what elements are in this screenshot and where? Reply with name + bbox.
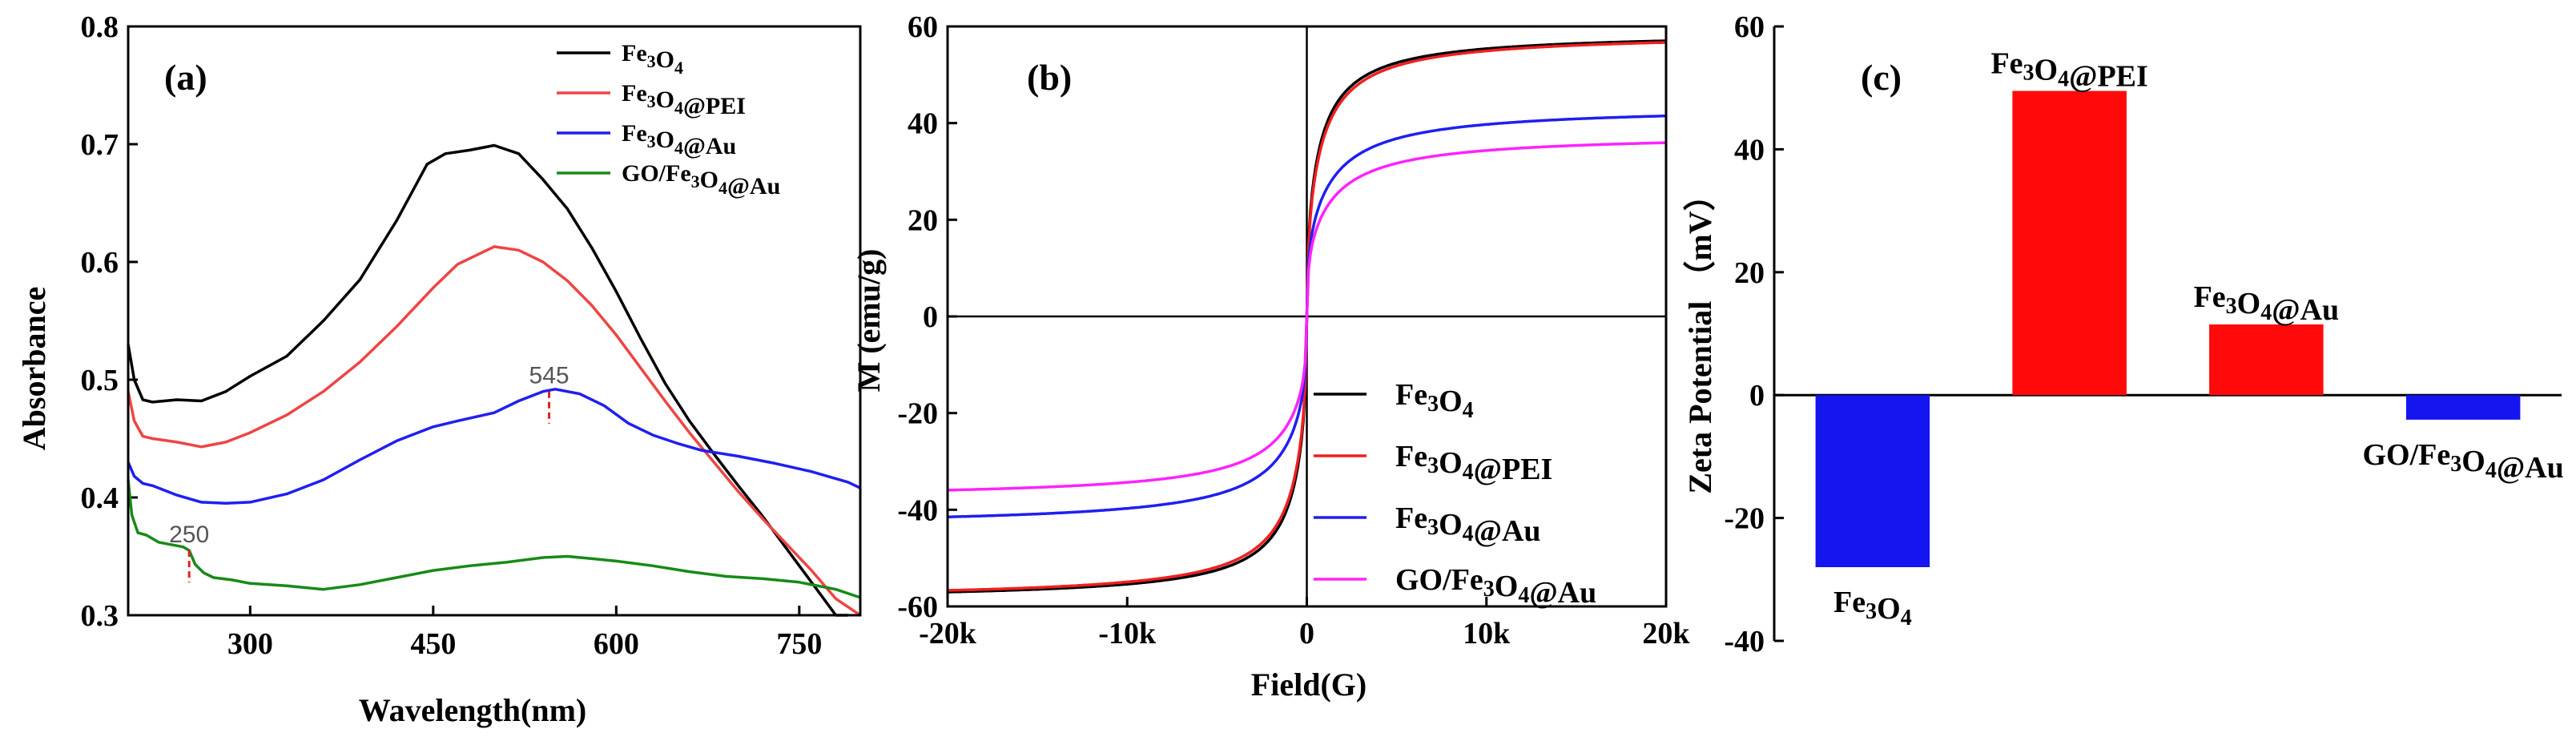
panel-c-bar-3 bbox=[2405, 395, 2521, 420]
panel-b-ytick-label: -20 bbox=[897, 397, 938, 431]
panel-a-xtick-label: 450 bbox=[410, 627, 456, 661]
panel-c-ytick-label: -40 bbox=[1724, 625, 1765, 658]
panel-c-ylabel: Zeta Potential （mV） bbox=[1682, 179, 1718, 493]
panel-b-legend-label: Fe3O4@Au bbox=[1395, 501, 1541, 548]
panel-a-series-line-3 bbox=[127, 479, 861, 599]
panel-a: (a) Absorbance Wavelength(nm) 300 450 600 7… bbox=[16, 10, 862, 728]
panel-c-ytick-label: 20 bbox=[1734, 256, 1765, 290]
panel-a-series-line-2 bbox=[127, 388, 861, 505]
panel-b-xtick-label: 0 bbox=[1299, 617, 1314, 650]
panel-b-xtick-label: 10k bbox=[1463, 617, 1511, 650]
panel-c-ytick-label: 40 bbox=[1734, 133, 1765, 167]
panel-b-ytick-label: -40 bbox=[897, 493, 938, 527]
panel-b-xtick-label: -20k bbox=[919, 617, 977, 650]
panel-a-legend-label: Fe3O4 bbox=[622, 40, 683, 78]
panel-a-series-line-0 bbox=[127, 143, 848, 617]
panel-b-ytick-label: -60 bbox=[897, 590, 938, 624]
panel-b-legend-label: Fe3O4@PEI bbox=[1395, 440, 1552, 486]
panel-c-bar-2 bbox=[2209, 324, 2324, 396]
panel-a-legend-label: Fe3O4@Au bbox=[622, 120, 736, 159]
panel-b-label: (b) bbox=[1027, 57, 1072, 98]
panel-a-annotation-label: 250 bbox=[169, 522, 209, 548]
panel-b-frame bbox=[946, 25, 1668, 608]
panel-a-legend-label: Fe3O4@PEI bbox=[622, 80, 746, 119]
panel-a-ytick-label: 0.7 bbox=[81, 128, 119, 162]
panel-b-ylabel: M (emu/g) bbox=[851, 249, 887, 393]
panel-a-xtick-label: 300 bbox=[227, 627, 273, 661]
panel-b-xtick-label: -10k bbox=[1098, 617, 1157, 650]
panel-c-bar-label: Fe3O4@Au bbox=[2194, 280, 2340, 327]
panel-c: (c) Zeta Potential （mV） -40 -20 0 20 40 60 Fe… bbox=[1682, 10, 2564, 658]
panel-b-xlabel: Field(G) bbox=[1251, 666, 1366, 703]
panel-a-annotation-label: 545 bbox=[529, 363, 570, 389]
panel-b-xtick-label: 20k bbox=[1642, 617, 1690, 650]
panel-c-bar-label: Fe3O4 bbox=[1833, 586, 1912, 630]
panel-a-series-line-1 bbox=[127, 245, 861, 617]
panel-c-bar-1 bbox=[2012, 91, 2127, 396]
panel-a-ytick-label: 0.3 bbox=[81, 599, 119, 633]
panel-c-bar-label: GO/Fe3O4@Au bbox=[2362, 438, 2563, 485]
panel-b-legend-label: GO/Fe3O4@Au bbox=[1395, 563, 1596, 610]
panel-c-ytick-label: -20 bbox=[1724, 502, 1765, 536]
panel-b-ytick-label: 40 bbox=[908, 107, 938, 141]
panel-a-ytick-label: 0.5 bbox=[81, 364, 119, 397]
panel-c-bar-0 bbox=[1815, 395, 1930, 567]
panel-c-ytick-label: 60 bbox=[1734, 10, 1765, 44]
panel-a-ytick-label: 0.8 bbox=[81, 10, 119, 44]
panel-c-bar-label: Fe3O4@PEI bbox=[1990, 47, 2147, 94]
panel-b: (b) M (emu/g) Field(G) -20k -10k 0 10k 20k -6… bbox=[851, 10, 1690, 703]
panel-a-ylabel: Absorbance bbox=[16, 287, 52, 450]
panel-a-ytick-label: 0.6 bbox=[81, 246, 119, 280]
panel-a-xtick-label: 600 bbox=[594, 627, 639, 661]
panel-c-label: (c) bbox=[1861, 57, 1902, 98]
panel-a-xlabel: Wavelength(nm) bbox=[359, 692, 586, 728]
panel-b-ytick-label: 20 bbox=[908, 203, 938, 237]
panel-a-legend-label: GO/Fe3O4@Au bbox=[622, 160, 780, 199]
panel-a-label: (a) bbox=[164, 57, 207, 98]
panel-a-frame bbox=[127, 25, 862, 617]
panel-b-ytick-label: 60 bbox=[908, 10, 938, 44]
panel-b-series-line-3 bbox=[948, 141, 1666, 492]
panel-c-ytick-label: 0 bbox=[1749, 379, 1765, 413]
panel-a-xtick-label: 750 bbox=[776, 627, 822, 661]
panel-a-ytick-label: 0.4 bbox=[81, 481, 119, 515]
panel-b-ytick-label: 0 bbox=[923, 300, 938, 334]
panel-b-legend-label: Fe3O4 bbox=[1395, 378, 1474, 423]
